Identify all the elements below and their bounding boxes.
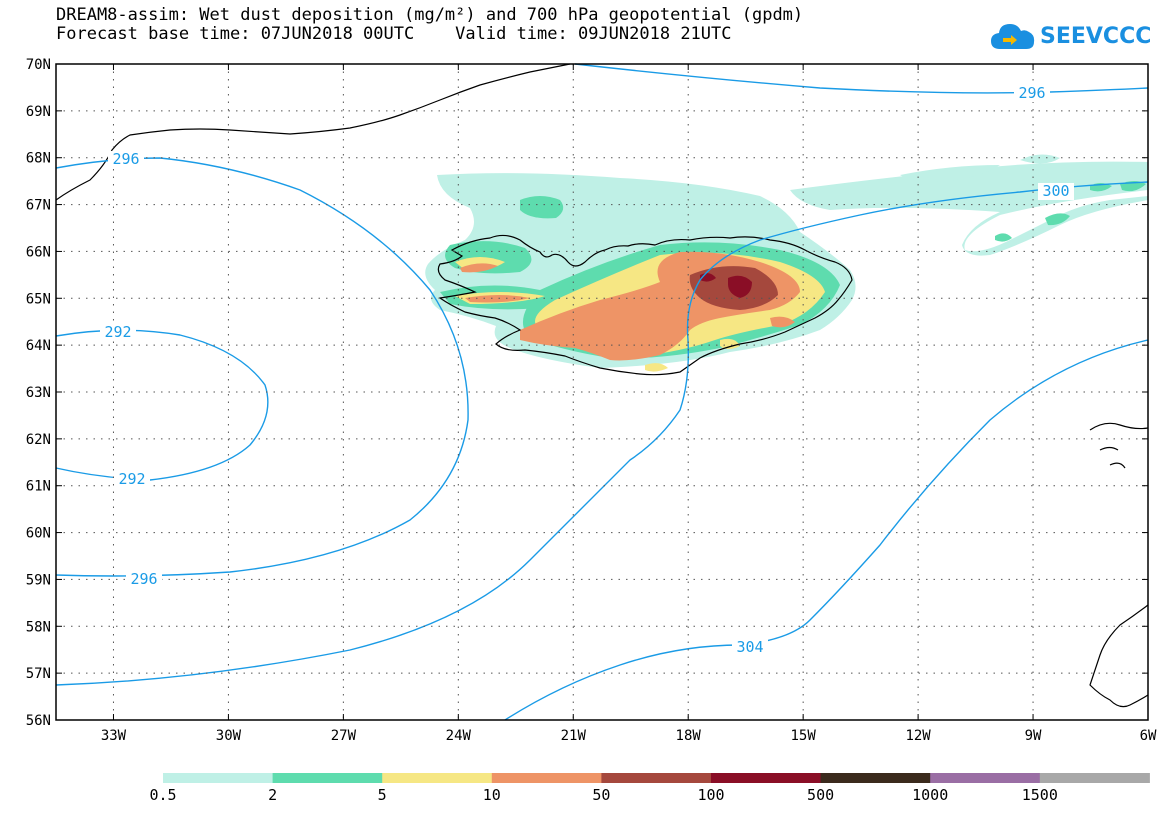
contour-labels: 296 296 292 292 296 300 304 — [100, 84, 1074, 656]
legend-label: 1000 — [912, 786, 948, 804]
geopotential-contours — [55, 63, 1149, 721]
contour-300 — [55, 181, 1149, 686]
graticule — [56, 64, 1148, 720]
axis-ticks: 33W 30W 27W 24W 21W 18W 15W 12W 9W 6W 70N 69N 68N 67N… — [26, 57, 1157, 744]
contour-label: 304 — [736, 638, 763, 656]
dust-level-2 — [1045, 213, 1070, 226]
dust-level-0-5 — [900, 165, 1000, 182]
legend-swatch — [930, 773, 1041, 783]
cloud-icon — [991, 24, 1035, 49]
lat-tick-label: 69N — [26, 104, 51, 120]
dust-level-10 — [770, 316, 795, 328]
lat-tick-label: 68N — [26, 151, 51, 167]
legend-swatch — [1039, 773, 1150, 783]
legend-swatch — [382, 773, 493, 783]
legend-swatch — [491, 773, 602, 783]
contour-label: 292 — [104, 323, 131, 341]
contour-label: 300 — [1042, 182, 1069, 200]
iceland-coastline — [437, 234, 853, 376]
legend-label: 500 — [807, 786, 834, 804]
contour-296-north — [574, 63, 1149, 94]
dust-level-10 — [460, 263, 498, 273]
legend-label: 0.5 — [149, 786, 176, 804]
legend-swatch — [601, 773, 712, 783]
contour-label-bg — [126, 571, 162, 588]
legend-label: 2 — [268, 786, 277, 804]
coastlines — [55, 63, 1149, 708]
legend-label: 1500 — [1022, 786, 1058, 804]
lat-tick-label: 58N — [26, 619, 51, 635]
faroe-coastline — [1089, 422, 1149, 469]
lat-tick-label: 70N — [26, 57, 51, 73]
lon-tick-label: 12W — [905, 728, 931, 744]
scotland-coastline — [1089, 604, 1149, 708]
chart-title: DREAM8-assim: Wet dust deposition (mg/m²… — [56, 5, 804, 25]
lon-tick-label: 18W — [676, 728, 702, 744]
dust-level-5 — [720, 338, 740, 349]
lat-tick-label: 66N — [26, 244, 51, 260]
dust-level-2 — [995, 233, 1012, 242]
lat-tick-label: 59N — [26, 572, 51, 588]
dust-level-2 — [520, 196, 564, 219]
contour-label: 292 — [118, 470, 145, 488]
contour-label: 296 — [112, 150, 139, 168]
contour-296-west — [55, 157, 469, 577]
lon-tick-label: 27W — [331, 728, 357, 744]
contour-292 — [55, 329, 269, 481]
legend-swatch — [711, 773, 822, 783]
legend-swatch — [272, 773, 383, 783]
lat-tick-label: 56N — [26, 713, 51, 729]
map-frame — [55, 63, 1149, 721]
legend-label: 10 — [483, 786, 501, 804]
legend-swatch — [820, 773, 931, 783]
lon-tick-label: 6W — [1140, 728, 1157, 744]
lat-tick-label: 64N — [26, 338, 51, 354]
contour-label-bg — [114, 471, 150, 488]
lat-tick-label: 61N — [26, 479, 51, 495]
greenland-coastline — [55, 63, 571, 201]
legend-swatch — [163, 773, 274, 783]
contour-label-bg — [732, 639, 768, 656]
legend-label: 5 — [378, 786, 387, 804]
dust-deposition-field — [425, 154, 1148, 372]
contour-label: 296 — [130, 570, 157, 588]
logo-text: SEEVCCC — [1040, 23, 1152, 49]
contour-304 — [504, 339, 1149, 721]
seevccc-logo: SEEVCCC — [990, 18, 1151, 54]
legend-label: 100 — [697, 786, 724, 804]
lon-tick-label: 21W — [561, 728, 587, 744]
legend-label: 50 — [592, 786, 610, 804]
lat-tick-label: 60N — [26, 526, 51, 542]
lat-tick-label: 67N — [26, 198, 51, 214]
lon-tick-label: 30W — [216, 728, 242, 744]
lon-tick-label: 9W — [1025, 728, 1042, 744]
lon-tick-label: 33W — [101, 728, 127, 744]
contour-label-bg — [100, 324, 136, 341]
contour-label-bg — [108, 151, 144, 168]
lon-tick-label: 15W — [791, 728, 817, 744]
lon-tick-label: 24W — [446, 728, 472, 744]
color-legend: 0.5 2 5 10 50 100 500 1000 1500 — [149, 773, 1150, 804]
dust-level-10 — [465, 295, 530, 303]
chart-subtitle: Forecast base time: 07JUN2018 00UTC Vali… — [56, 24, 732, 44]
lat-tick-label: 62N — [26, 432, 51, 448]
dust-level-100 — [728, 275, 752, 298]
dust-level-0-5 — [1020, 154, 1060, 164]
lat-tick-label: 57N — [26, 666, 51, 682]
lat-tick-label: 63N — [26, 385, 51, 401]
contour-label: 296 — [1018, 84, 1045, 102]
contour-label-bg — [1014, 85, 1050, 102]
lat-tick-label: 65N — [26, 291, 51, 307]
dust-level-5 — [645, 363, 668, 372]
contour-label-bg — [1038, 183, 1074, 200]
